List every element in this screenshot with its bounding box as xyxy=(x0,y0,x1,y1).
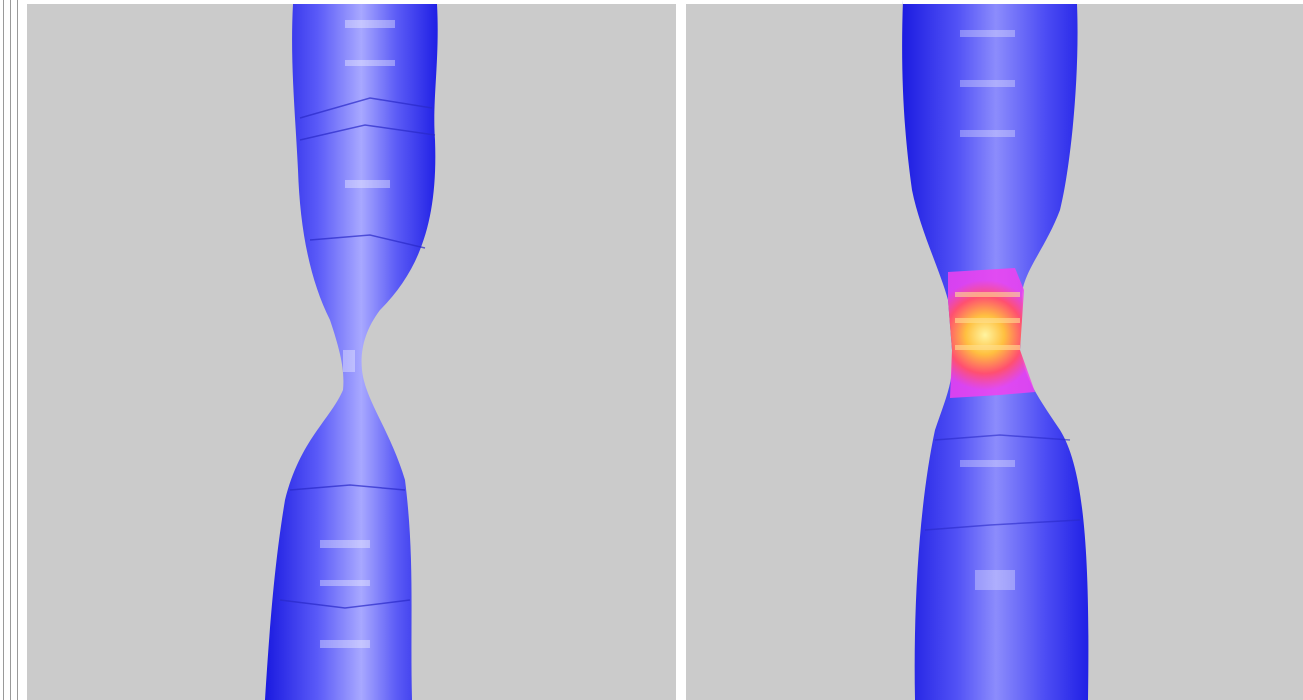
viewer xyxy=(0,0,1303,700)
left-frame xyxy=(0,0,22,700)
page: (() => { const data = JSON.parse(documen… xyxy=(0,0,1303,700)
